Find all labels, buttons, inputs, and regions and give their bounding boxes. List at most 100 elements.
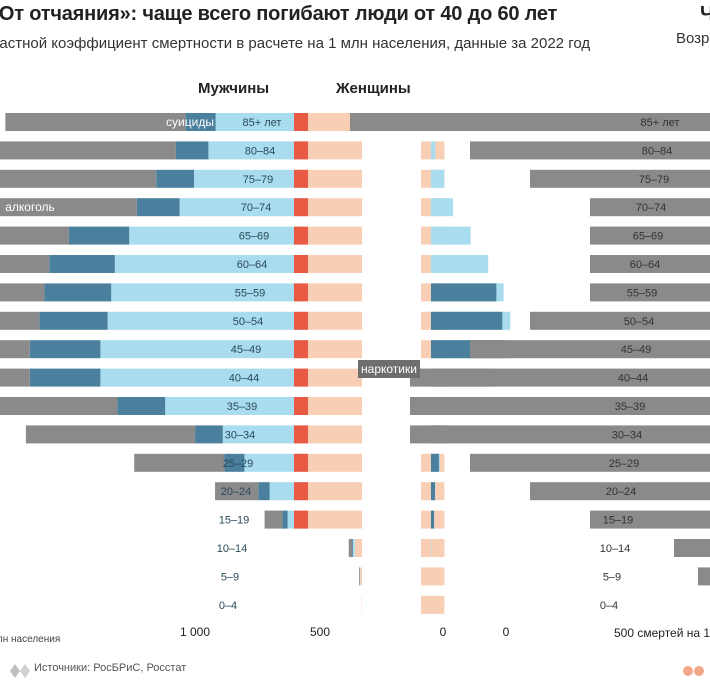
bar-men-alcohol-light [165,397,302,415]
bar-women-suicide [530,482,710,501]
age-label-women: 0–4 [600,600,618,612]
bar-women-suicide [590,510,710,529]
bar-men-drugs [294,169,308,188]
age-label-women: 55–59 [627,287,658,299]
bar-men-drugs [294,283,308,302]
bar-men-suicide [0,198,137,217]
bar-women-suicide [590,283,710,302]
x-tick-left: 500 [310,625,330,639]
age-label-women: 45–49 [621,344,652,356]
age-label-women: 80–84 [642,145,673,157]
bar-men-drugs [294,368,308,387]
bar-men-base [302,141,362,160]
bar-men-base [302,226,362,245]
chart-title-right-fragment: Ч [700,3,710,25]
brand-mark-icon [683,666,704,676]
x-axis-label-right: 500 смертей на 1 млн [614,626,710,640]
bar-men-suicide [0,368,30,387]
bar-men-suicide [264,510,283,529]
bar-men-alcohol [156,169,194,188]
bar-men-alcohol [224,453,245,472]
x-tick-left: 1 000 [180,625,210,639]
bar-women-alcohol [431,482,435,501]
annotation-drugs: наркотики [361,362,417,376]
bar-men-alcohol-light [129,226,302,245]
bar-women-suicide [470,340,710,359]
bar-men-drugs [294,482,308,501]
age-label-men: 15–19 [219,515,250,527]
bar-men-base [302,311,362,330]
bar-men-alcohol-light [222,425,302,444]
age-label-men: 25–29 [223,458,254,470]
bar-men-base [302,368,362,387]
bar-men-drugs [294,453,308,472]
bar-women-alcohol [431,283,497,302]
age-label-men: 20–24 [221,486,252,498]
bar-men-alcohol-light [100,340,303,359]
bar-men-alcohol [136,198,180,217]
bar-men-suicide [134,453,225,472]
bar-men-alcohol-light [269,482,302,501]
bar-women-suicide [590,255,710,273]
bar-women-alcohol-light [431,226,471,245]
bar-men-base [302,397,362,415]
bar-men-drugs [294,425,308,444]
bar-men-alcohol-light [208,141,302,160]
bar-women-base [421,595,445,614]
logo-icon [10,664,30,678]
bar-men-base [302,169,362,188]
bar-women-suicide [470,141,710,160]
bar-men-base [302,425,362,444]
bar-men-drugs [294,255,308,273]
bar-women-suicide [410,425,710,444]
age-label-men: 30–34 [225,429,256,441]
age-label-men: 50–54 [233,316,264,328]
bar-women-alcohol-light [431,141,436,160]
age-label-men: 35–39 [227,401,258,413]
bar-men-alcohol [29,340,101,359]
bar-men-alcohol-light [353,539,355,557]
bar-men-drugs [294,510,308,529]
bar-men-alcohol [185,113,216,131]
bar-women-suicide [530,169,710,188]
bar-men-suicide [215,482,259,501]
legend-women: Женщины [336,80,411,97]
bar-men-alcohol-light [107,311,302,330]
bar-women-suicide [698,567,710,586]
bar-women-suicide [590,198,710,217]
age-label-women: 60–64 [630,259,661,271]
age-label-men: 85+ лет [243,117,282,129]
bar-women-suicide [470,453,710,472]
bar-men-alcohol-light [114,255,302,273]
age-label-women: 50–54 [624,316,655,328]
bar-men-alcohol [117,397,166,415]
chart-title: «От отчаяния»: чаще всего погибают люди … [0,3,558,25]
x-tick-left: 0 [440,625,447,639]
age-label-women: 65–69 [633,231,664,243]
age-label-men: 65–69 [239,231,270,243]
age-label-women: 85+ лет [641,117,680,129]
bar-men-suicide [0,255,50,273]
annotation-suicide: суициды [166,115,214,129]
bar-women-base [421,567,445,586]
bar-men-suicide [5,113,186,131]
x-axis-label-left: млн населения [0,634,61,645]
bar-women-alcohol-light [431,169,445,188]
bar-women-alcohol [431,510,434,529]
bar-women-suicide [590,226,710,245]
age-label-women: 15–19 [603,515,634,527]
bar-men-alcohol-light [215,113,302,131]
bar-men-drugs [294,311,308,330]
chart-subtitle: Возрастной коэффициент смертности в расч… [0,35,591,52]
age-label-women: 10–14 [600,543,631,555]
age-label-men: 5–9 [221,571,239,583]
annotation-drugs-box [358,360,420,378]
bar-men-alcohol [352,539,353,557]
bar-men-drugs [294,340,308,359]
age-label-men: 80–84 [245,145,276,157]
bar-men-suicide [358,567,360,586]
bar-women-alcohol-light [431,255,489,273]
age-label-men: 0–4 [219,600,237,612]
bar-women-alcohol-light [431,198,453,217]
